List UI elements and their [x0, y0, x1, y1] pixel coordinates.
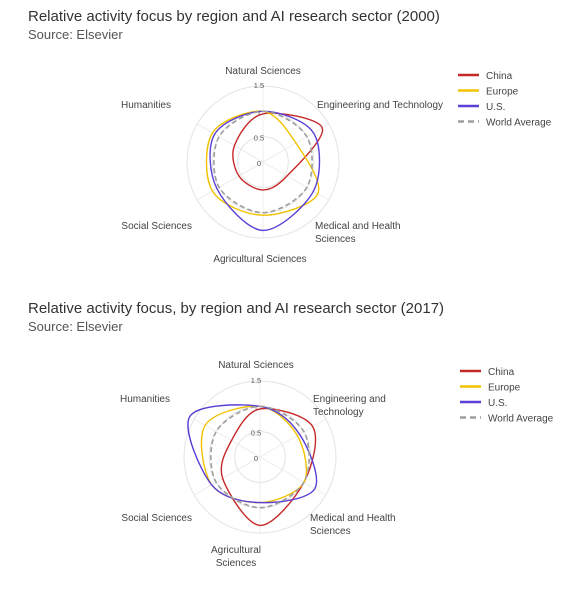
chart-subtitle: Source: Elsevier — [28, 27, 123, 42]
axis-label: Engineering and Technology — [313, 394, 386, 418]
axis-spoke — [193, 418, 261, 458]
series-line — [205, 110, 320, 216]
legend-label: U.S. — [488, 398, 507, 409]
axis-label: Engineering and Technology — [317, 100, 443, 111]
axis-label: Social Sciences — [121, 221, 192, 232]
radar-chart-2017: Relative activity focus, by region and A… — [0, 292, 580, 594]
axis-label: Medical and Health Sciences — [315, 221, 401, 245]
axis-label: Humanities — [121, 100, 171, 111]
legend-label: Europe — [488, 383, 521, 394]
legend-label: China — [488, 367, 515, 378]
tick-label: 1.5 — [251, 376, 261, 385]
tick-label: 0.5 — [254, 134, 264, 143]
tick-label: 0 — [254, 454, 258, 463]
tick-label: 0 — [257, 159, 261, 168]
tick-label: 1.5 — [254, 81, 264, 90]
legend-label: U.S. — [486, 102, 505, 113]
axis-spoke — [196, 161, 264, 201]
axis-label: Agricultural Sciences — [211, 545, 261, 569]
axis-label: Natural Sciences — [218, 360, 294, 371]
legend-label: World Average — [488, 414, 554, 425]
series-line — [213, 110, 313, 214]
chart-subtitle: Source: Elsevier — [28, 319, 123, 334]
axis-label: Natural Sciences — [225, 66, 301, 77]
series-line — [187, 404, 318, 504]
axis-spoke — [193, 456, 261, 496]
chart-title: Relative activity focus by region and AI… — [28, 8, 440, 25]
series-line — [232, 112, 324, 191]
axis-label: Social Sciences — [121, 513, 192, 524]
axis-label: Agricultural Sciences — [213, 254, 306, 265]
tick-label: 1 — [257, 108, 261, 117]
chart-title: Relative activity focus, by region and A… — [28, 300, 445, 317]
axis-spoke — [196, 123, 264, 163]
tick-label: 0.5 — [251, 429, 261, 438]
legend-label: China — [486, 71, 513, 82]
radar-plot-2000: 0 0.5 1 1.5 Natural Sciences Engineering and … — [121, 66, 552, 265]
series-line — [209, 110, 321, 232]
radar-chart-2000: Relative activity focus by region and AI… — [0, 0, 580, 292]
axis-label: Medical and Health Sciences — [310, 513, 396, 537]
series-line — [220, 407, 317, 527]
axis-label: Humanities — [120, 394, 170, 405]
series-line — [210, 405, 310, 509]
axis-spoke — [259, 418, 327, 458]
tick-label: 1 — [254, 403, 258, 412]
radar-plot-2017: 0 0.5 1 1.5 Natural Sciences Engineering and T… — [120, 360, 554, 569]
legend-label: Europe — [486, 87, 519, 98]
legend-label: World Average — [486, 118, 552, 129]
